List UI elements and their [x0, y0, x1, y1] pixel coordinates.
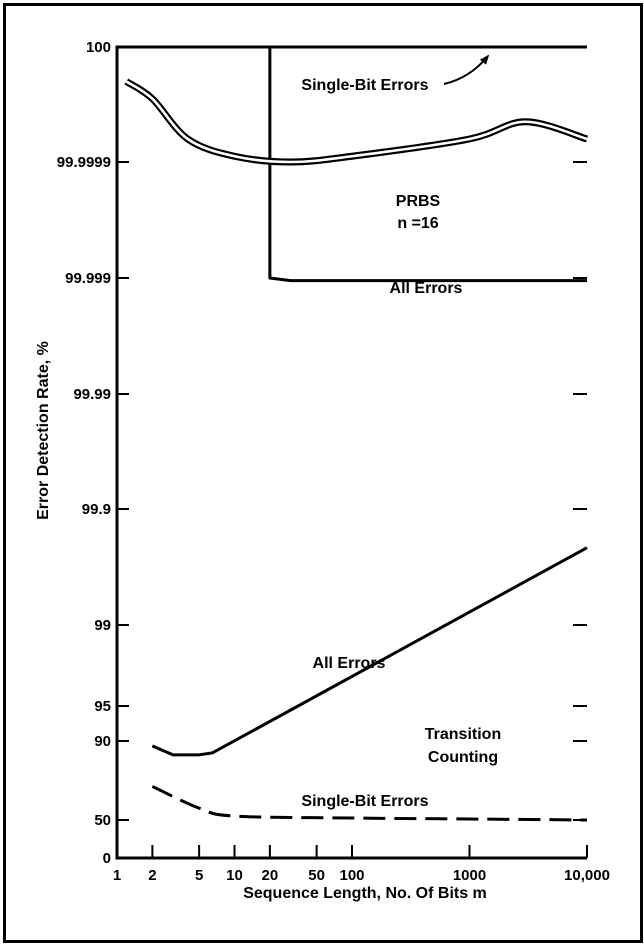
transition-single-bit-line [151, 785, 588, 822]
y-tick-label: 99.99 [73, 386, 111, 403]
y-tick-label: 99.999 [65, 270, 111, 287]
x-axis-title: Sequence Length, No. Of Bits m [243, 885, 487, 902]
annotation-single-bit-errors-transition: Single-Bit Errors [301, 793, 428, 810]
annotation-all-errors-prbs: All Errors [390, 280, 463, 297]
x-tick-label: 1 [113, 867, 121, 884]
annotation-single-bit-errors-prbs: Single-Bit Errors [301, 77, 428, 94]
x-tick-label: 100 [339, 867, 364, 884]
annotation-prbs: PRBS [396, 193, 441, 210]
annotation-all-errors-transition: All Errors [313, 655, 386, 672]
x-tick-label: 5 [195, 867, 203, 884]
x-tick-label: 10,000 [564, 867, 610, 884]
y-tick-label: 100 [86, 39, 111, 56]
double-line-curve [125, 80, 588, 164]
y-tick-label: 90 [94, 733, 111, 750]
transition-all-errors-line [151, 546, 588, 757]
single-bit-arrow [443, 54, 490, 85]
x-tick-label: 20 [262, 867, 279, 884]
x-tick-label: 10 [226, 867, 243, 884]
x-tick-label: 1000 [453, 867, 486, 884]
y-axis-title: Error Detection Rate, % [35, 341, 52, 520]
figure-frame [3, 3, 643, 943]
y-tick-label: 99.9999 [57, 154, 111, 171]
y-tick-label: 0 [103, 850, 111, 867]
y-tick-label: 95 [94, 698, 111, 715]
y-tick-label: 99 [94, 617, 111, 634]
annotation-transition: Transition [425, 726, 501, 743]
annotation-counting: Counting [428, 749, 498, 766]
y-tick-label: 50 [94, 812, 111, 829]
annotation-n16: n =16 [397, 215, 438, 232]
x-tick-label: 50 [308, 867, 325, 884]
x-tick-label: 2 [148, 867, 156, 884]
y-tick-label: 99.9 [82, 501, 111, 518]
